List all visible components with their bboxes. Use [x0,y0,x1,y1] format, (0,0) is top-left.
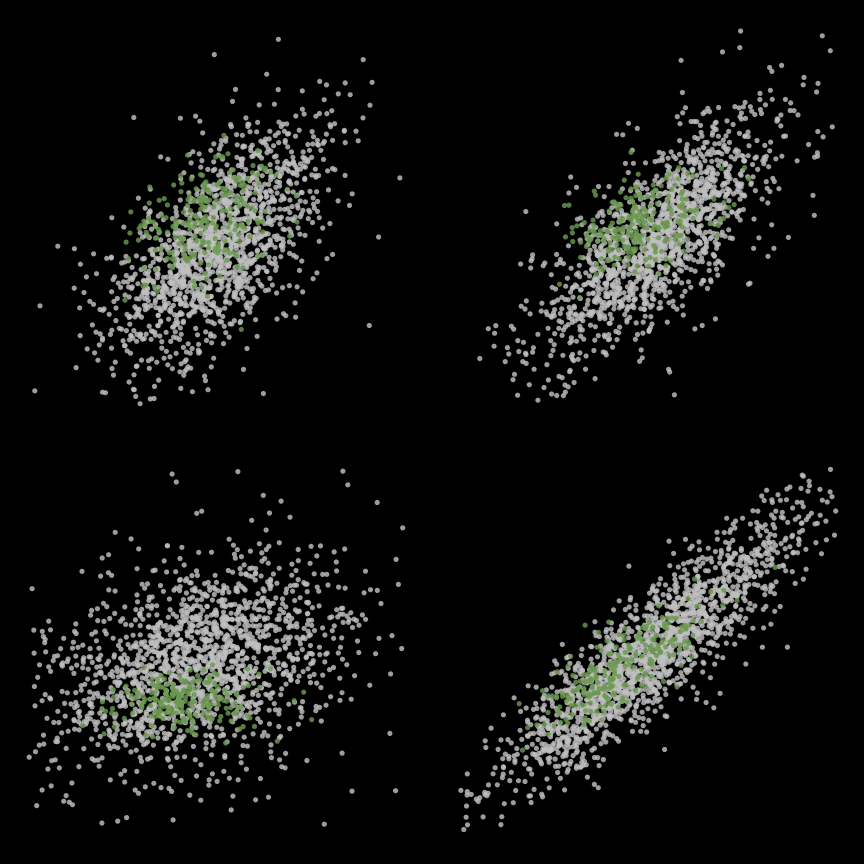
panel-top-right [432,0,864,432]
scatter-plot-tl [0,0,432,432]
scatter-grid [0,0,864,864]
panel-top-left [0,0,432,432]
panel-bottom-left [0,432,432,864]
scatter-plot-tr [432,0,864,432]
scatter-plot-bl [0,432,432,864]
panel-bottom-right [432,432,864,864]
scatter-plot-br [432,432,864,864]
